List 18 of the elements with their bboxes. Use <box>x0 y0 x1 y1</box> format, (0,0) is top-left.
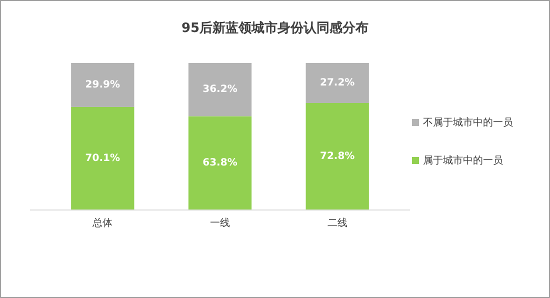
legend-label: 不属于城市中的一员 <box>423 116 513 128</box>
x-tick-label: 二线 <box>327 217 348 229</box>
bar <box>71 63 134 107</box>
bar <box>188 116 252 210</box>
data-label: 36.2% <box>202 84 238 96</box>
bar <box>306 63 369 103</box>
x-tick-label: 一线 <box>210 217 230 229</box>
chart-title: 95后新蓝领城市身份认同感分布 <box>181 20 369 36</box>
data-label: 70.1% <box>85 152 120 164</box>
data-label: 63.8% <box>202 158 238 169</box>
bar <box>71 106 134 210</box>
data-label: 72.8% <box>320 150 355 162</box>
data-label: 27.2% <box>320 77 355 88</box>
legend-label: 属于城市中的一员 <box>423 154 503 166</box>
bar <box>188 63 252 116</box>
x-tick-label: 总体 <box>92 217 113 229</box>
bar <box>306 102 369 210</box>
data-label: 29.9% <box>85 79 120 90</box>
